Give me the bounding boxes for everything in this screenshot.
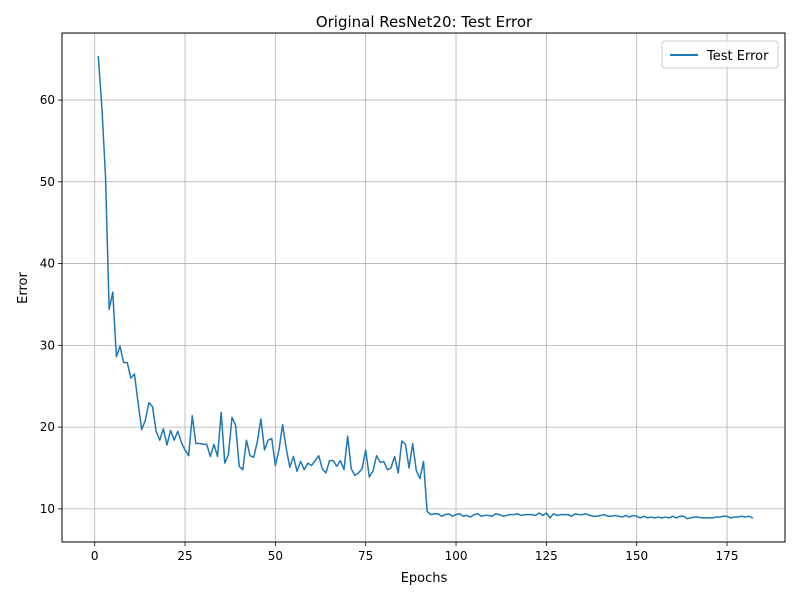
legend: Test Error xyxy=(661,40,779,69)
series-line-test-error xyxy=(97,55,754,520)
legend-label-test-error: Test Error xyxy=(706,49,769,64)
x-tick-label: 25 xyxy=(177,549,192,563)
x-tick-label: 0 xyxy=(91,549,99,563)
y-tick-label: 10 xyxy=(40,502,55,516)
x-tick-label: 75 xyxy=(358,549,373,563)
grid xyxy=(62,33,785,542)
x-tick-label: 175 xyxy=(716,549,739,563)
x-tick-label: 125 xyxy=(535,549,558,563)
x-tick-label: 100 xyxy=(445,549,468,563)
y-tick-label: 20 xyxy=(40,420,55,434)
y-tick-label: 30 xyxy=(40,338,55,352)
y-axis-label: Error xyxy=(16,272,31,304)
chart-title: Original ResNet20: Test Error xyxy=(316,13,533,31)
y-ticks: 10 20 30 40 50 60 xyxy=(40,93,62,516)
series-layer xyxy=(97,55,754,520)
legend-box xyxy=(661,40,779,69)
y-tick-label: 50 xyxy=(40,175,55,189)
y-tick-label: 40 xyxy=(40,257,55,271)
plot-frame xyxy=(61,32,786,543)
x-tick-label: 150 xyxy=(625,549,648,563)
x-ticks: 0 25 50 75 100 125 150 175 xyxy=(91,542,739,563)
y-tick-label: 60 xyxy=(40,93,55,107)
x-axis-label: Epochs xyxy=(401,571,448,586)
x-tick-label: 50 xyxy=(268,549,283,563)
